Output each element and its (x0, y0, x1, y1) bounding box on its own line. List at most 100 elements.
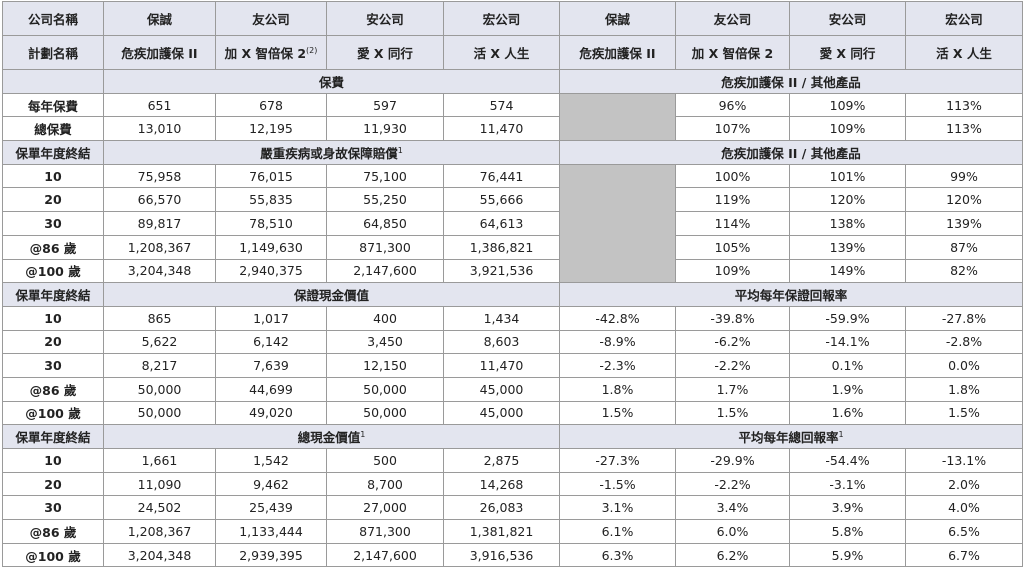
header-row: 公司名稱 保誠 友公司 安公司 宏公司 保誠 友公司 安公司 宏公司 (2, 1, 1023, 36)
company-name: 安公司 (326, 1, 444, 36)
value-cell: 8,217 (103, 353, 216, 378)
text: 危疾加護保 II (579, 46, 656, 61)
value-cell: 55,835 (215, 187, 327, 213)
section-row: 保單年度終結 總現金價值1 平均每年總回報率1 (2, 424, 1023, 449)
section-row: 保費 危疾加護保 II / 其他產品 (2, 69, 1023, 94)
superscript: 1 (838, 430, 844, 439)
plan-name: 加 X 智倍保 2(2) (215, 35, 327, 70)
ratio-cell: 113% (905, 116, 1023, 142)
row-label: @100 歲 (2, 258, 104, 284)
ratio-cell: 4.0% (905, 495, 1023, 521)
text: 危疾加護保 II (121, 46, 198, 61)
value-cell: 44,699 (215, 376, 327, 402)
ratio-cell: 3.4% (675, 495, 790, 521)
data-row: 20 66,570 55,835 55,250 55,666 119% 120% 120% (2, 187, 1023, 213)
value-cell: 500 (326, 448, 444, 473)
ratio-cell: -2.8% (905, 329, 1023, 355)
value-cell: 1,661 (103, 448, 216, 473)
data-row: 10 75,958 76,015 75,100 76,441 100% 101% 99% (2, 163, 1023, 284)
value-cell: 12,150 (326, 353, 444, 378)
value-cell: 50,000 (103, 376, 216, 402)
ratio-cell: 1.8% (905, 376, 1023, 402)
ratio-cell: -6.2% (675, 329, 790, 355)
row-label: 總保費 (2, 116, 104, 142)
ratio-cell: 139% (905, 211, 1023, 236)
ratio-cell: 139% (789, 234, 906, 260)
section-label: 保單年度終結 (2, 424, 104, 449)
ratio-cell: 149% (789, 258, 906, 284)
row-label: 20 (2, 471, 104, 497)
value-cell: 75,958 (103, 163, 216, 189)
text: 愛 X 同行 (357, 46, 413, 61)
value-cell: 678 (215, 92, 327, 118)
value-cell: 64,613 (443, 211, 560, 236)
value-cell: 597 (326, 92, 444, 118)
value-cell: 871,300 (326, 519, 444, 544)
company-name: 宏公司 (905, 1, 1023, 36)
data-row: @100 歲 3,204,348 2,940,375 2,147,600 3,921,5… (2, 258, 1023, 284)
plan-name: 愛 X 同行 (789, 35, 906, 70)
section-title: 保證現金價值 (103, 282, 560, 307)
ratio-cell: -59.9% (789, 305, 906, 331)
ratio-cell: 82% (905, 258, 1023, 284)
value-cell: 27,000 (326, 495, 444, 521)
ratio-cell: 119% (675, 187, 790, 213)
text: 保費 (318, 74, 344, 90)
value-cell: 50,000 (103, 400, 216, 426)
ratio-cell: 114% (675, 211, 790, 236)
value-cell: 11,090 (103, 471, 216, 497)
value-cell: 1,386,821 (443, 234, 560, 260)
gray-cell (559, 92, 676, 142)
data-row: @86 歲 1,208,367 1,149,630 871,300 1,386,821 1… (2, 234, 1023, 260)
text: 活 X 人生 (936, 46, 992, 61)
ratio-cell: 1.6% (789, 400, 906, 426)
value-cell: 50,000 (326, 400, 444, 426)
value-cell: 1,208,367 (103, 234, 216, 260)
value-cell: 2,940,375 (215, 258, 327, 284)
section-label: 保單年度終結 (2, 282, 104, 307)
row-label: @100 歲 (2, 542, 104, 568)
value-cell: 3,916,536 (443, 542, 560, 568)
text: 加 X 智倍保 2 (224, 46, 307, 61)
ratio-cell: 96% (675, 92, 790, 118)
company-name: 宏公司 (443, 1, 560, 36)
company-name: 安公司 (789, 1, 906, 36)
data-row: @86 歲 50,000 44,699 50,000 45,000 1.8% 1.7% 1.9… (2, 376, 1023, 402)
value-cell: 1,434 (443, 305, 560, 331)
value-cell: 2,875 (443, 448, 560, 473)
value-cell: 1,133,444 (215, 519, 327, 544)
superscript: (2) (306, 45, 318, 55)
ratio-cell: 1.5% (675, 400, 790, 426)
ratio-cell: 6.7% (905, 542, 1023, 568)
text: 總現金價值 (297, 430, 361, 446)
value-cell: 3,450 (326, 329, 444, 355)
data-row: 30 8,217 7,639 12,150 11,470 -2.3% -2.2% 0.1% 0.… (2, 353, 1023, 378)
ratio-cell: 5.9% (789, 542, 906, 568)
ratio-cell: 2.0% (905, 471, 1023, 497)
section-row: 保單年度終結 嚴重疾病或身故保障賠償1 危疾加護保 II / 其他產品 (2, 140, 1023, 165)
plan-name: 活 X 人生 (443, 35, 560, 70)
value-cell: 50,000 (326, 376, 444, 402)
ratio-cell: 120% (789, 187, 906, 213)
value-cell: 1,149,630 (215, 234, 327, 260)
value-cell: 3,204,348 (103, 258, 216, 284)
text: 保證現金價值 (293, 288, 369, 304)
row-label: 每年保費 (2, 92, 104, 118)
value-cell: 1,208,367 (103, 519, 216, 544)
value-cell: 24,502 (103, 495, 216, 521)
text: 平均每年總回報率 (738, 430, 839, 446)
ratio-cell: 113% (905, 92, 1023, 118)
ratio-cell: 109% (789, 92, 906, 118)
ratio-cell: 5.8% (789, 519, 906, 544)
company-name: 友公司 (215, 1, 327, 36)
data-row: 30 89,817 78,510 64,850 64,613 114% 138% 139% (2, 211, 1023, 236)
section-title: 危疾加護保 II / 其他產品 (559, 69, 1023, 94)
text: 加 X 智倍保 2 (691, 46, 774, 61)
plan-name: 活 X 人生 (905, 35, 1023, 70)
ratio-cell: -29.9% (675, 448, 790, 473)
ratio-cell: -14.1% (789, 329, 906, 355)
data-row: 20 5,622 6,142 3,450 8,603 -8.9% -6.2% -14.1% -2… (2, 329, 1023, 355)
ratio-cell: 0.1% (789, 353, 906, 378)
section-title: 平均每年保證回報率 (559, 282, 1023, 307)
